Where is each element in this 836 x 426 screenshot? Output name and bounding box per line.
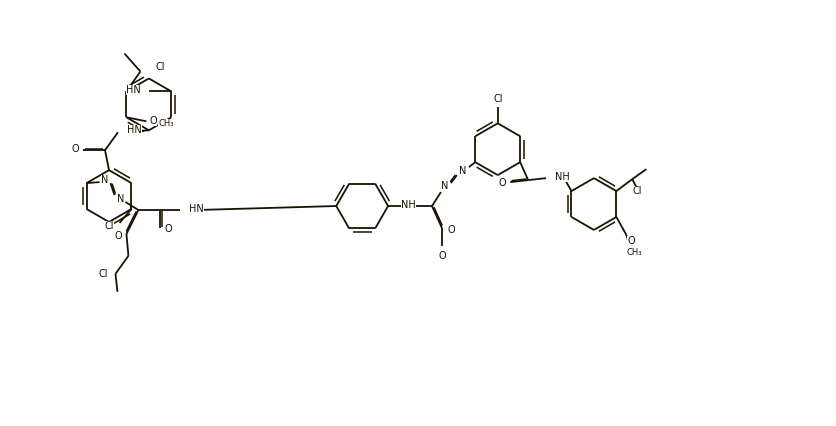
Text: O: O xyxy=(437,251,446,261)
Text: CH₃: CH₃ xyxy=(626,248,641,257)
Text: O: O xyxy=(446,225,453,235)
Text: HN: HN xyxy=(125,85,140,95)
Text: O: O xyxy=(497,178,506,188)
Text: N: N xyxy=(100,175,108,185)
Text: O: O xyxy=(165,224,172,234)
Text: N: N xyxy=(459,166,466,176)
Text: Cl: Cl xyxy=(155,63,165,72)
Text: NH: NH xyxy=(554,172,569,182)
Text: NH: NH xyxy=(400,200,415,210)
Text: O: O xyxy=(115,231,122,241)
Text: O: O xyxy=(446,225,454,235)
Text: N: N xyxy=(441,181,448,191)
Text: O: O xyxy=(150,116,157,126)
Text: CH₃: CH₃ xyxy=(158,119,174,128)
Text: N: N xyxy=(117,194,124,204)
Text: Cl: Cl xyxy=(632,186,641,196)
Text: O: O xyxy=(627,236,635,246)
Text: HN: HN xyxy=(127,125,141,135)
Text: Cl: Cl xyxy=(104,221,115,231)
Text: Cl: Cl xyxy=(493,95,503,104)
Text: HN: HN xyxy=(189,204,204,214)
Text: Cl: Cl xyxy=(99,269,108,279)
Text: O: O xyxy=(71,144,79,154)
